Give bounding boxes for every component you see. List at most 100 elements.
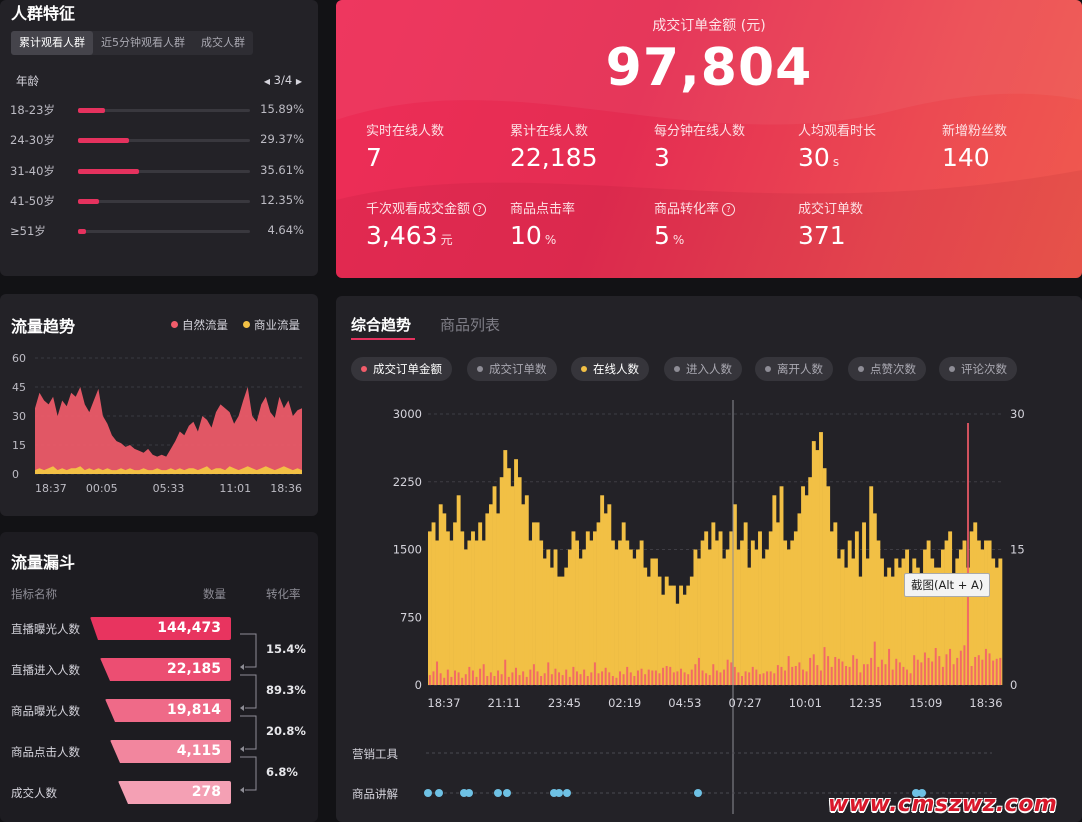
online-bar: [779, 486, 784, 685]
age-percent: 12.35%: [260, 193, 304, 207]
product-explain-marker[interactable]: [555, 789, 563, 797]
tab-buyers[interactable]: 成交人群: [201, 36, 245, 49]
x-tick-label: 21:11: [488, 696, 521, 710]
metric-unit: %: [544, 233, 557, 247]
funnel-row-label: 成交人数: [11, 786, 57, 800]
online-bar: [811, 441, 816, 685]
metric-value: 140: [942, 143, 990, 172]
sales-bar: [880, 659, 883, 685]
online-bar: [829, 531, 834, 685]
online-bar: [930, 558, 935, 685]
tab-cumulative-viewers[interactable]: 累计观看人群: [11, 31, 93, 55]
sales-bar: [486, 676, 489, 685]
sales-bar: [497, 670, 500, 685]
lane-product-explain: 商品讲解: [352, 787, 398, 801]
online-bar: [524, 495, 529, 685]
metric-toggle-pill[interactable]: 点赞次数: [848, 357, 926, 381]
sales-bar: [845, 666, 848, 685]
online-bar: [768, 531, 773, 685]
funnel-row-label: 商品点击人数: [11, 745, 80, 759]
online-bar: [539, 540, 544, 685]
online-bar: [646, 576, 651, 685]
sales-bar: [909, 673, 912, 685]
product-explain-marker[interactable]: [494, 789, 502, 797]
funnel-col-count: 数量: [203, 587, 226, 601]
metric-toggle-pill[interactable]: 离开人数: [755, 357, 833, 381]
traffic-trend-panel: 流量趋势 自然流量 商业流量 0 15 30 45 60 18:37 00:05 05:33 1…: [0, 294, 318, 516]
sales-bar: [701, 670, 704, 685]
product-explain-marker[interactable]: [694, 789, 702, 797]
online-bar: [445, 531, 450, 685]
site-watermark: www.cmszwz.com: [828, 792, 1058, 817]
online-bar: [955, 558, 960, 685]
pill-label: 成交订单数: [489, 362, 547, 376]
online-bar: [775, 522, 780, 685]
online-bar: [969, 531, 974, 685]
tab-recent-5min-viewers[interactable]: 近5分钟观看人群: [101, 36, 185, 49]
product-explain-marker[interactable]: [503, 789, 511, 797]
x-tick-label: 11:01: [219, 482, 251, 495]
online-bar: [973, 522, 978, 685]
sales-bar: [999, 657, 1002, 685]
product-explain-marker[interactable]: [424, 789, 432, 797]
metric-toggle-pill[interactable]: 成交订单数: [467, 357, 557, 381]
age-pager: ◀ 3/4 ▶: [264, 73, 302, 87]
online-bar: [793, 531, 798, 685]
x-tick-label: 15:09: [909, 696, 942, 710]
product-explain-marker[interactable]: [435, 789, 443, 797]
tab-overall-trend[interactable]: 综合趋势: [351, 316, 412, 334]
metric-toggle-pill[interactable]: 评论次数: [939, 357, 1017, 381]
product-explain-marker[interactable]: [918, 789, 926, 797]
x-tick-label: 07:27: [729, 696, 762, 710]
sales-bar: [888, 648, 891, 685]
sales-bar: [669, 666, 672, 685]
product-explain-marker[interactable]: [563, 789, 571, 797]
online-bar: [715, 540, 719, 685]
sales-bar: [802, 669, 804, 685]
help-icon[interactable]: ?: [473, 203, 487, 216]
metric-toggle-pill[interactable]: 进入人数: [664, 357, 742, 381]
sales-bar: [633, 676, 636, 685]
sales-bar: [500, 674, 503, 685]
age-bar-track: [78, 169, 250, 174]
next-page-icon[interactable]: ▶: [295, 77, 302, 86]
legend-natural-traffic[interactable]: 自然流量: [171, 317, 228, 333]
sales-bar: [658, 673, 661, 685]
y-tick-label: 45: [12, 381, 26, 394]
product-explain-marker[interactable]: [912, 789, 920, 797]
metric-unit: %: [672, 233, 685, 247]
sales-bar: [687, 674, 690, 685]
sales-bar: [705, 673, 708, 685]
y-left-tick-label: 0: [415, 678, 422, 692]
sales-bar: [464, 674, 467, 685]
sales-bar: [755, 669, 758, 685]
sales-bar: [938, 656, 941, 685]
online-bar: [797, 513, 802, 685]
trend-chart[interactable]: 0 750 1500 2250 3000 0 15 30 18:37 21:11 23:45 02:1…: [336, 296, 1082, 822]
metric-toggle-pill[interactable]: 在线人数: [571, 357, 649, 381]
sales-bar: [547, 662, 550, 685]
online-bar: [790, 540, 795, 685]
sales-bar: [723, 669, 726, 685]
traffic-chart[interactable]: 0 15 30 45 60 18:37 00:05 05:33 11:01 18:36: [0, 294, 318, 516]
sales-bar: [608, 672, 611, 685]
online-bar: [621, 522, 626, 685]
metric-label: 商品点击率: [510, 202, 576, 217]
sales-bar: [852, 655, 855, 685]
legend-paid-traffic[interactable]: 商业流量: [243, 317, 300, 333]
tab-product-list[interactable]: 商品列表: [440, 316, 501, 334]
online-bar: [618, 540, 623, 685]
online-bar: [632, 558, 637, 685]
help-icon[interactable]: ?: [722, 203, 736, 216]
online-bar: [428, 531, 432, 685]
metric-card: 商品转化率? 5%: [654, 198, 794, 250]
age-bar-fill: [78, 229, 86, 234]
sales-bar: [870, 657, 873, 685]
online-bar: [449, 540, 454, 685]
funnel-bar: 144,473: [90, 617, 231, 640]
metric-label: 千次观看成交金额?: [366, 198, 506, 217]
metric-toggle-pill[interactable]: 成交订单金额: [351, 357, 452, 381]
metric-value: 3: [654, 143, 670, 172]
product-explain-marker[interactable]: [465, 789, 473, 797]
prev-page-icon[interactable]: ◀: [263, 77, 271, 86]
